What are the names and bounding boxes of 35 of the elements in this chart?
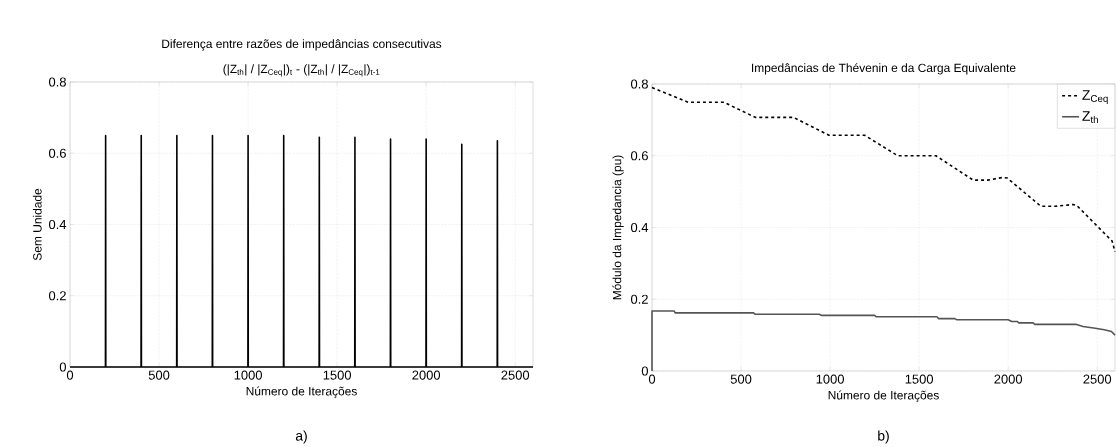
x-tick-label: 1500 <box>905 374 934 384</box>
y-tick-label: 0.2 <box>630 294 648 304</box>
x-tick-label: 0 <box>648 374 656 384</box>
x-tick-label: 2000 <box>994 374 1023 384</box>
y-axis-title: Módulo da Impedancia (pu) <box>612 155 624 300</box>
y-tick-label: 0 <box>59 362 66 372</box>
y-tick-label: 0.6 <box>630 151 648 161</box>
x-tick-label: 0 <box>66 370 74 380</box>
x-tick-label: 2000 <box>412 370 441 380</box>
x-tick-label: 1500 <box>323 370 352 380</box>
x-axis-title: Número de Iterações <box>828 390 939 402</box>
chart-title: Diferença entre razões de impedâncias consecutivas <box>162 39 442 51</box>
line-series <box>651 310 1116 372</box>
text: a) <box>295 430 307 444</box>
y-tick-label: 0.6 <box>48 148 66 158</box>
text: (|Z$_{th}$| / |Z$_{Ceq}$|)$_{t}$ - (|Z$_{th}$| / |Z$_{Ceq}$|)$_{t-1}$ <box>223 64 380 77</box>
legend-label: Z$_{Ceq}$ <box>1082 90 1108 104</box>
x-tick-label: 500 <box>148 370 170 380</box>
x-tick-label: 2500 <box>1083 374 1112 384</box>
y-tick-label: 0.8 <box>630 79 648 89</box>
y-tick-label: 0.4 <box>48 219 67 230</box>
line-series <box>69 134 534 368</box>
x-tick-label: 1000 <box>816 374 844 384</box>
x-tick-label: 500 <box>730 374 752 384</box>
chart-title: Impedâncias de Thévenin e da Carga Equivalente <box>752 63 1016 75</box>
text: b) <box>878 430 889 444</box>
y-tick-label: 0.2 <box>48 291 66 301</box>
y-tick-label: 0.4 <box>630 222 649 233</box>
y-axis-title: Sem Unidade <box>32 188 42 261</box>
line-series <box>651 86 1116 253</box>
x-axis-title: Número de Iterações <box>246 386 357 398</box>
legend-label: Z$_{th}$ <box>1082 111 1098 124</box>
x-tick-label: 2500 <box>501 370 530 380</box>
x-tick-label: 1000 <box>234 370 262 380</box>
y-tick-label: 0.8 <box>48 77 66 87</box>
